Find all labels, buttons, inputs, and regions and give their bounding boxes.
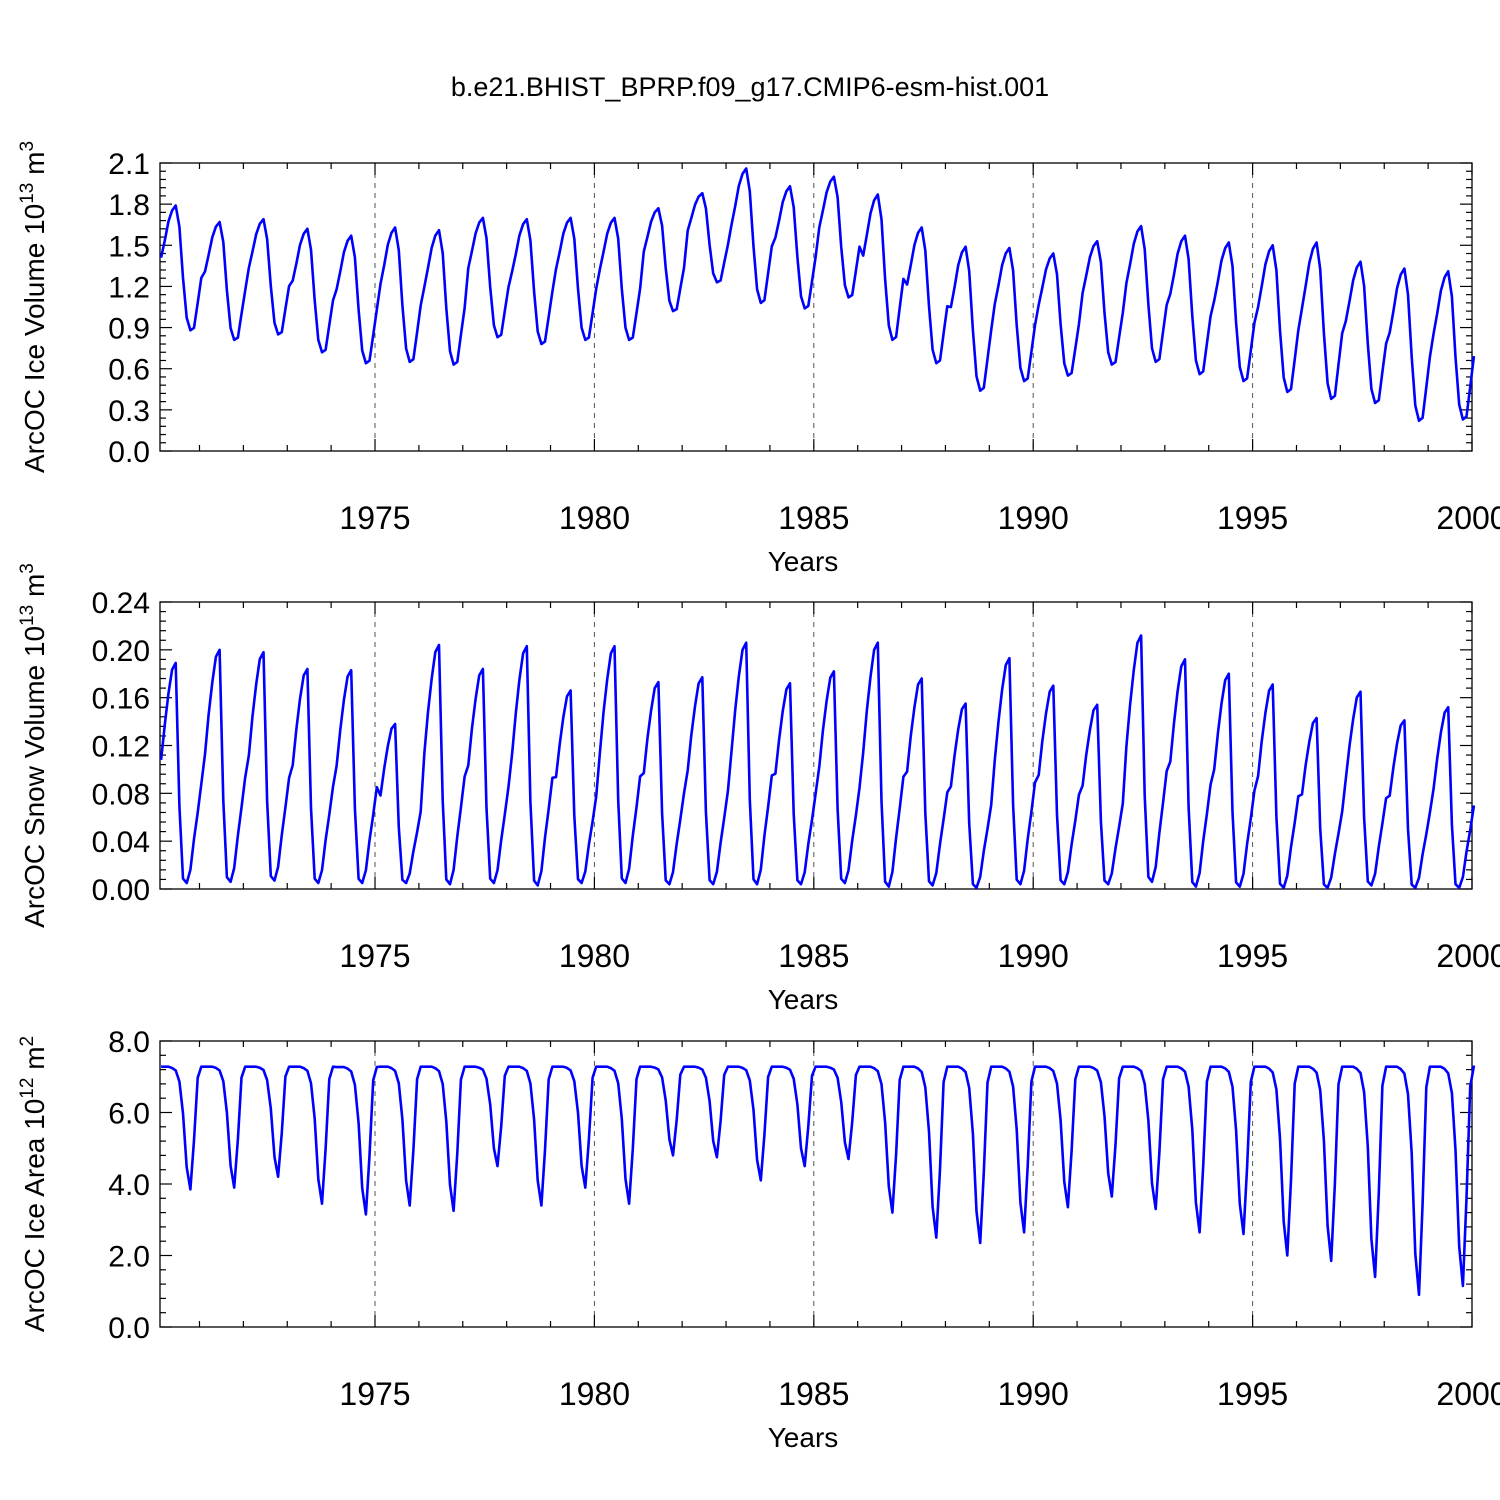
ice-volume-xtick-label: 1980 [559,500,630,536]
ice-area-xtick-label: 1995 [1217,1376,1288,1412]
ice-volume-ytick-label: 2.1 [108,148,150,181]
snow-volume-xlabel: Years [768,984,839,1015]
snow-volume-xtick-label: 2000 [1436,938,1500,974]
ice-area-ytick-label: 2.0 [108,1241,150,1274]
snow-volume-ylabel-unit-exp: 3 [17,563,38,574]
ice-volume-xtick-label: 1985 [778,500,849,536]
snow-volume-xtick-label: 1975 [339,938,410,974]
snow-volume-ytick-label: 0.16 [92,683,150,716]
snow-volume-xtick-label: 1980 [559,938,630,974]
ice-area-xtick-label: 2000 [1436,1376,1500,1412]
ice-area-ytick-label: 0.0 [108,1312,150,1345]
ice-volume-panel: 0.0 0.3 0.6 0.9 1.2 1.5 1.8 2.1 1975 1980 1985 1990… [17,141,1500,577]
snow-volume-ytick-label: 0.12 [92,731,150,764]
ice-volume-ytick-label: 1.8 [108,189,150,222]
snow-volume-ytick-label: 0.24 [92,587,150,620]
snow-volume-ytick-label: 0.20 [92,635,150,668]
snow-volume-xtick-label: 1995 [1217,938,1288,974]
ice-volume-ytick-label: 0.6 [108,354,150,387]
ice-volume-ytick-label: 1.5 [108,230,150,263]
ice-volume-ylabel-main: ArcOC Ice Volume 10 [19,204,50,473]
snow-volume-panel: 0.00 0.04 0.08 0.12 0.16 0.20 0.24 1975 1980 1985… [17,563,1500,1015]
ice-area-ytick-label: 4.0 [108,1169,150,1202]
ice-volume-ylabel-unit-exp: 3 [17,141,38,152]
ice-volume-series-line [159,167,1476,423]
ice-area-ylabel-exp: 12 [17,1078,38,1099]
ice-area-xtick-label: 1990 [998,1376,1069,1412]
ice-volume-xtick-label: 2000 [1436,500,1500,536]
ice-volume-xtick-label: 1995 [1217,500,1288,536]
ice-volume-xlabel: Years [768,546,839,577]
ice-area-ylabel-unit-exp: 2 [17,1036,38,1047]
ice-volume-ylabel-exp: 13 [17,183,38,204]
ice-volume-ylabel-unit: m [19,152,50,183]
ice-area-xlabel: Years [768,1422,839,1453]
ice-volume-ytick-label: 1.2 [108,271,150,304]
snow-volume-ylabel-unit: m [19,574,50,605]
snow-volume-ylabel: ArcOC Snow Volume 1013 m3 [17,563,50,928]
ice-area-xtick-label: 1980 [559,1376,630,1412]
ice-area-ytick-label: 8.0 [108,1026,150,1059]
ice-area-ylabel: ArcOC Ice Area 1012 m2 [17,1036,50,1332]
ice-volume-ytick-label: 0.0 [108,436,150,469]
snow-volume-ytick-label: 0.08 [92,778,150,811]
snow-volume-ylabel-exp: 13 [17,605,38,626]
snow-volume-series-line [159,634,1476,890]
ice-volume-ytick-label: 0.3 [108,395,150,428]
ice-area-panel: 0.0 2.0 4.0 6.0 8.0 1975 1980 1985 1990 1995 2000 Y… [17,1026,1500,1453]
ice-area-ylabel-unit: m [19,1046,50,1077]
snow-volume-ylabel-main: ArcOC Snow Volume 10 [19,626,50,928]
snow-volume-ytick-label: 0.04 [92,826,150,859]
ice-volume-xtick-label: 1975 [339,500,410,536]
ice-area-series-line [161,1065,1476,1297]
snow-volume-ytick-label: 0.00 [92,874,150,907]
ice-area-xtick-label: 1985 [778,1376,849,1412]
figure-title: b.e21.BHIST_BPRP.f09_g17.CMIP6-esm-hist.… [451,72,1049,102]
ice-volume-ylabel: ArcOC Ice Volume 1013 m3 [17,141,50,473]
snow-volume-xtick-label: 1985 [778,938,849,974]
ice-area-xtick-label: 1975 [339,1376,410,1412]
ice-volume-xtick-label: 1990 [998,500,1069,536]
ice-area-ylabel-main: ArcOC Ice Area 10 [19,1099,50,1332]
ice-area-ytick-label: 6.0 [108,1098,150,1131]
ice-volume-frame [159,162,1473,452]
snow-volume-xtick-label: 1990 [998,938,1069,974]
ice-volume-ytick-label: 0.9 [108,313,150,346]
